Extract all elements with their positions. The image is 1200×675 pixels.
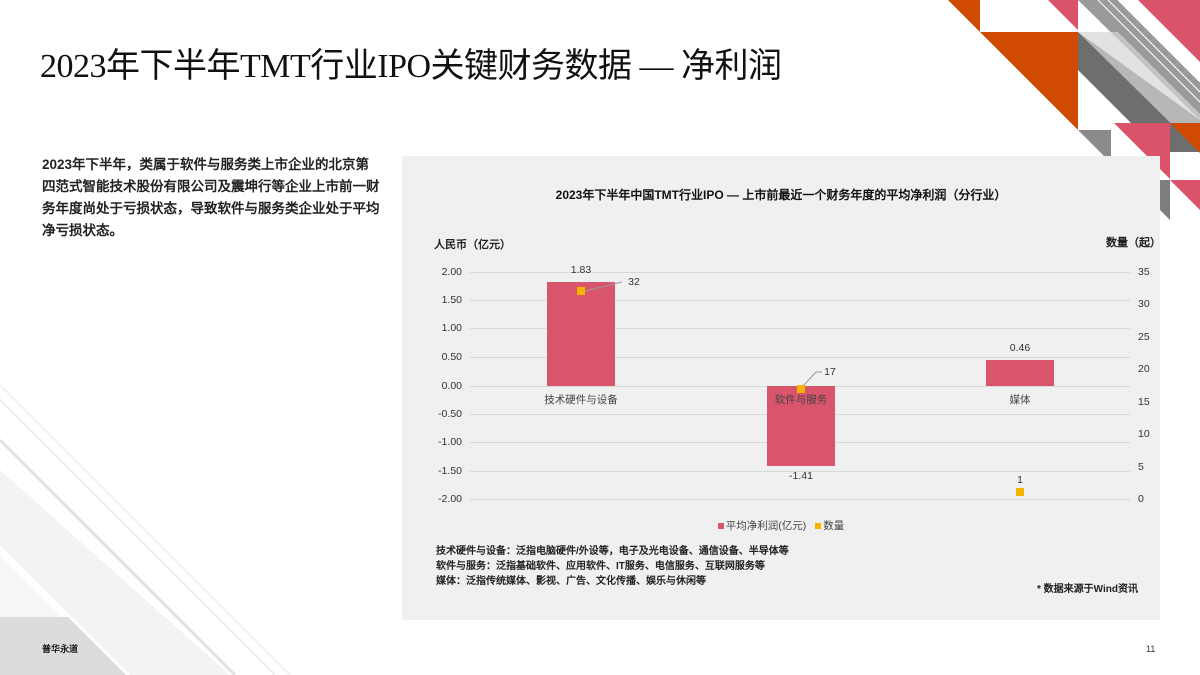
left-axis-title: 人民币（亿元） (434, 239, 511, 251)
note-line: 技术硬件与设备：泛指电脑硬件/外设等，电子及光电设备、通信设备、半导体等 (436, 546, 789, 557)
gridline (470, 272, 1130, 273)
right-tick: 10 (1138, 428, 1150, 440)
category-label: 媒体 (1009, 394, 1031, 406)
note-line: 媒体：泛指传统媒体、影视、广告、文化传播、娱乐与休闲等 (436, 576, 706, 587)
gridline (470, 328, 1130, 329)
left-tick: -2.00 (438, 493, 462, 505)
category-label: 技术硬件与设备 (544, 394, 618, 406)
left-tick: 0.50 (441, 351, 462, 363)
count-marker[interactable] (577, 287, 585, 295)
chart-notes: 技术硬件与设备：泛指电脑硬件/外设等，电子及光电设备、通信设备、半导体等 软件与… (436, 544, 789, 589)
bar-software-services[interactable] (767, 386, 835, 466)
right-tick: 25 (1138, 331, 1150, 343)
count-marker[interactable] (797, 385, 805, 393)
count-value-label: 32 (628, 276, 640, 288)
count-value-label: 17 (824, 366, 836, 378)
right-tick: 5 (1138, 461, 1144, 473)
left-tick: -1.50 (438, 465, 462, 477)
chart-panel: 2023年下半年中国TMT行业IPO — 上市前最近一个财务年度的平均净利润（分… (402, 156, 1161, 620)
note-line: 软件与服务：泛指基础软件、应用软件、IT服务、电信服务、互联网服务等 (436, 561, 765, 572)
gridline (470, 499, 1130, 500)
bar-tech-hardware[interactable] (547, 282, 615, 386)
right-tick: 30 (1138, 298, 1150, 310)
right-tick: 35 (1138, 266, 1150, 278)
left-tick: -1.00 (438, 436, 462, 448)
summary-paragraph: 2023年下半年，类属于软件与服务类上市企业的北京第四范式智能技术股份有限公司及… (42, 157, 380, 238)
legend-item-count[interactable]: 数量 (815, 520, 844, 532)
data-source-note: * 数据来源于Wind资讯 (1036, 584, 1138, 595)
right-tick: 20 (1138, 363, 1150, 375)
footer-brand: 普华永道 (42, 644, 79, 654)
chart-legend: 平均净利润(亿元) 数量 (402, 518, 1160, 533)
gridline (470, 357, 1130, 358)
legend-item-profit[interactable]: 平均净利润(亿元) (717, 520, 806, 532)
left-tick: -0.50 (438, 408, 462, 420)
right-tick: 0 (1138, 493, 1144, 505)
bar-media[interactable] (986, 360, 1054, 386)
gridline (470, 471, 1130, 472)
count-marker[interactable] (1016, 488, 1024, 496)
bar-value-label: 0.46 (1009, 342, 1031, 354)
count-value-label: 1 (1017, 474, 1023, 486)
bar-value-label: 1.83 (570, 264, 592, 276)
chart-title: 2023年下半年中国TMT行业IPO — 上市前最近一个财务年度的平均净利润（分… (555, 188, 1007, 202)
left-tick: 1.50 (441, 294, 462, 306)
left-tick: 0.00 (441, 380, 462, 392)
right-axis-title: 数量（起） (1106, 237, 1161, 249)
legend-swatch-marker (815, 523, 822, 530)
legend-swatch-bar (717, 523, 724, 530)
category-label: 软件与服务 (774, 394, 828, 406)
page-title: 2023年下半年TMT行业IPO关键财务数据 — 净利润 (40, 48, 782, 85)
right-tick: 15 (1138, 396, 1150, 408)
gridline (470, 300, 1130, 301)
bar-value-label: -1.41 (789, 470, 813, 482)
left-tick: 1.00 (441, 322, 462, 334)
page-number: 11 (1146, 644, 1156, 654)
left-tick: 2.00 (441, 266, 462, 278)
